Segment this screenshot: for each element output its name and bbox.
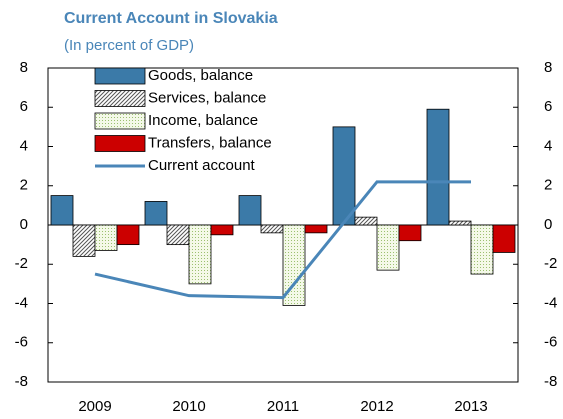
bar [376, 224, 400, 271]
bar [304, 224, 328, 234]
legend-label: Income, balance [148, 112, 258, 129]
line [94, 180, 471, 300]
y2-tick-label: 4 [544, 137, 552, 154]
bar [332, 126, 356, 226]
bar [398, 224, 422, 242]
y-tick-label: -4 [15, 294, 28, 311]
legend-swatch [94, 67, 146, 85]
bar [144, 201, 168, 226]
y-tick-label: 0 [20, 216, 28, 233]
bar [260, 224, 284, 234]
bar [94, 224, 118, 251]
bar [470, 224, 494, 275]
y2-tick-label: -8 [544, 373, 557, 390]
y-tick-label: 2 [20, 177, 28, 194]
bar [116, 224, 140, 246]
y2-tick-label: -6 [544, 334, 557, 351]
x-tick-label: 2013 [454, 398, 487, 415]
x-tick-label: 2009 [78, 398, 111, 415]
legend-label: Services, balance [148, 89, 266, 106]
bar [166, 224, 190, 246]
bar [282, 224, 306, 306]
bar [210, 224, 234, 236]
x-tick-label: 2012 [360, 398, 393, 415]
bar [426, 108, 450, 226]
legend-label: Goods, balance [148, 67, 253, 84]
legend-label: Current account [148, 157, 256, 174]
legend-swatch [94, 112, 146, 130]
y2-tick-label: 2 [544, 177, 552, 194]
bar [72, 224, 96, 257]
y2-tick-label: -4 [544, 294, 557, 311]
y-tick-label: 8 [20, 59, 28, 76]
y2-tick-label: 6 [544, 98, 552, 115]
y2-tick-label: 0 [544, 216, 552, 233]
bar [50, 195, 74, 226]
y-tick-label: -8 [15, 373, 28, 390]
bar [448, 220, 472, 226]
bar [188, 224, 212, 285]
bar [354, 216, 378, 226]
y2-tick-label: -2 [544, 255, 557, 272]
y-tick-label: 4 [20, 137, 28, 154]
legend-swatch [94, 135, 146, 152]
bar [238, 195, 262, 226]
legend-label: Transfers, balance [148, 134, 272, 151]
y-tick-label: 6 [20, 98, 28, 115]
bar [492, 224, 516, 253]
chart-title: Current Account in Slovakia [64, 10, 278, 27]
y-tick-label: -2 [15, 255, 28, 272]
y-tick-label: -6 [15, 334, 28, 351]
x-tick-label: 2010 [172, 398, 205, 415]
y2-tick-label: 8 [544, 59, 552, 76]
chart-subtitle: (In percent of GDP) [64, 37, 194, 54]
x-tick-label: 2011 [267, 398, 299, 415]
legend-swatch [94, 90, 146, 107]
